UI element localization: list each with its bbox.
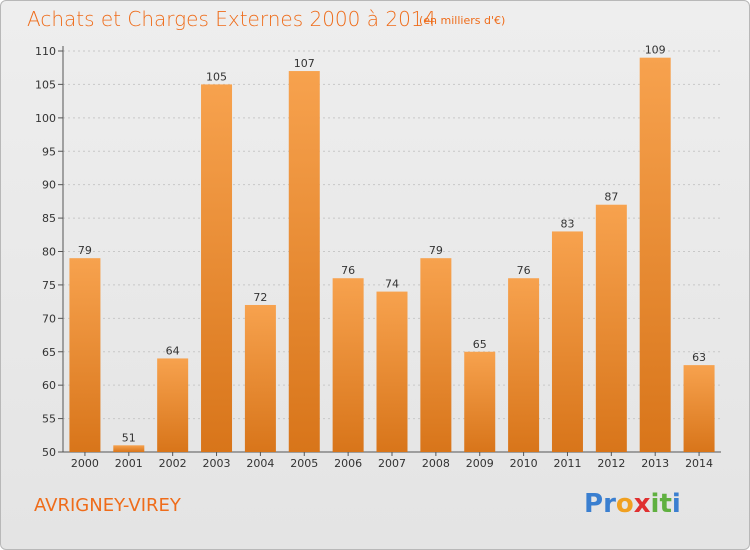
logo-letter: r (603, 489, 616, 519)
x-tick-label: 2000 (71, 457, 99, 470)
logo-letter: i (671, 489, 681, 519)
y-tick-label: 70 (42, 312, 56, 325)
x-tick-label: 2007 (378, 457, 406, 470)
logo-letter: o (615, 489, 634, 519)
x-tick-label: 2014 (685, 457, 713, 470)
x-tick-label: 2006 (334, 457, 362, 470)
bar (201, 84, 233, 453)
y-tick-label: 100 (35, 112, 56, 125)
x-tick-label: 2012 (597, 457, 625, 470)
y-tick-label: 55 (42, 413, 56, 426)
chart-subtitle: (en milliers d'€) (419, 14, 506, 27)
bar (157, 358, 189, 452)
y-tick-label: 110 (35, 45, 56, 58)
bar-value-label: 105 (206, 70, 227, 83)
y-tick-label: 60 (42, 379, 56, 392)
x-tick-label: 2011 (553, 457, 581, 470)
x-tick-label: 2010 (510, 457, 538, 470)
bar-value-label: 63 (692, 351, 706, 364)
proxiti-logo: Proxiti (584, 489, 681, 519)
bar-value-label: 76 (517, 264, 531, 277)
bar (595, 204, 627, 452)
bar (639, 57, 671, 452)
x-tick-label: 2003 (203, 457, 231, 470)
y-tick-label: 65 (42, 346, 56, 359)
bar-value-label: 109 (645, 44, 666, 57)
bar-value-label: 76 (341, 264, 355, 277)
bar-value-label: 79 (429, 244, 443, 257)
x-tick-label: 2009 (466, 457, 494, 470)
bar-value-label: 65 (473, 338, 487, 351)
bar (113, 445, 145, 452)
x-tick-label: 2001 (115, 457, 143, 470)
bar-value-label: 83 (560, 217, 574, 230)
y-tick-label: 105 (35, 78, 56, 91)
bar (69, 258, 101, 452)
bar (464, 351, 496, 452)
x-tick-label: 2008 (422, 457, 450, 470)
bar (244, 304, 276, 452)
bar (551, 231, 583, 452)
bar-value-label: 64 (166, 344, 180, 357)
x-tick-label: 2004 (246, 457, 274, 470)
x-tick-label: 2005 (290, 457, 318, 470)
y-tick-label: 50 (42, 446, 56, 459)
bar (288, 71, 320, 453)
logo-letter: x (633, 489, 651, 519)
x-tick-label: 2002 (159, 457, 187, 470)
bar (508, 278, 540, 452)
bar (376, 291, 408, 452)
y-tick-label: 90 (42, 179, 56, 192)
bar-value-label: 72 (253, 291, 267, 304)
bar-value-label: 51 (122, 431, 136, 444)
logo-letter: t (659, 489, 672, 519)
chart-title: Achats et Charges Externes 2000 à 2014 (27, 7, 437, 31)
commune-name: AVRIGNEY-VIREY (34, 495, 181, 516)
bar-value-label: 74 (385, 278, 399, 291)
bar (420, 258, 452, 452)
y-tick-label: 75 (42, 279, 56, 292)
bar-value-label: 107 (294, 57, 315, 70)
bar-value-label: 87 (604, 191, 618, 204)
logo-letter: i (650, 489, 660, 519)
bar (332, 278, 364, 452)
x-tick-label: 2013 (641, 457, 669, 470)
y-tick-label: 80 (42, 246, 56, 259)
y-tick-label: 85 (42, 212, 56, 225)
logo-letter: P (584, 489, 604, 519)
bar-value-label: 79 (78, 244, 92, 257)
bar (683, 365, 715, 452)
y-tick-label: 95 (42, 145, 56, 158)
